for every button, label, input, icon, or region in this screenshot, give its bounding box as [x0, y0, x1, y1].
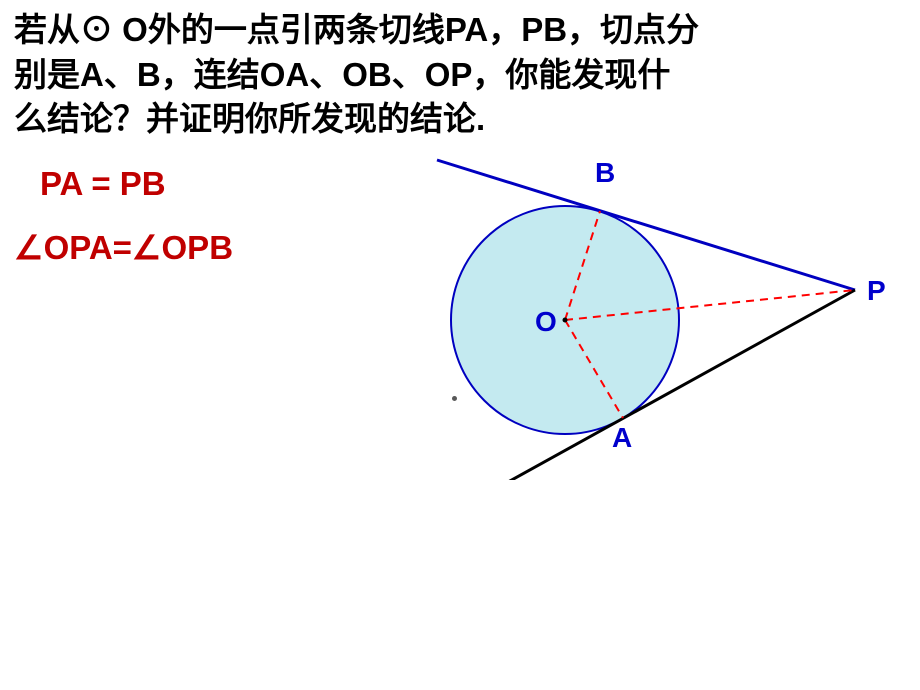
text: OPA [44, 229, 113, 266]
diagram-svg [390, 140, 910, 480]
text: 、 [392, 56, 425, 93]
text: OB [342, 56, 392, 93]
text: OP [425, 56, 473, 93]
text: O [122, 11, 148, 48]
problem-statement: 若从⊙ O外的一点引两条切线PA，PB，切点分 别是A、B，连结OA、OB、OP… [0, 0, 920, 142]
text: PA [445, 11, 488, 48]
conclusion-equal-tangents: PA = PB [40, 165, 166, 203]
text: OA [260, 56, 310, 93]
text: OPB [162, 229, 234, 266]
text: ，你能发现什 [472, 56, 670, 93]
label-A: A [612, 422, 632, 454]
text: ，连结 [161, 56, 260, 93]
text: B [137, 56, 161, 93]
text: ，切点分 [567, 11, 699, 48]
point-O [563, 318, 568, 323]
text: 别是 [14, 56, 80, 93]
decorative-dot [452, 396, 457, 401]
text: A [80, 56, 104, 93]
label-O: O [535, 306, 557, 338]
conclusion-equal-angles: ∠OPA=∠OPB [14, 228, 233, 267]
label-B: B [595, 157, 615, 189]
text: 外的一点引两条切线 [148, 11, 445, 48]
geometry-diagram: O B A P [390, 140, 910, 480]
text: 、 [104, 56, 137, 93]
text: 么结论？并证明你所发现的结论 [14, 100, 476, 137]
text: ∠ [14, 229, 44, 266]
label-P: P [867, 275, 886, 307]
text: =∠ [113, 229, 162, 266]
text: PB [521, 11, 567, 48]
text: 、 [309, 56, 342, 93]
text: . [476, 100, 485, 137]
text: 若从⊙ [14, 11, 122, 48]
text: ， [488, 11, 521, 48]
